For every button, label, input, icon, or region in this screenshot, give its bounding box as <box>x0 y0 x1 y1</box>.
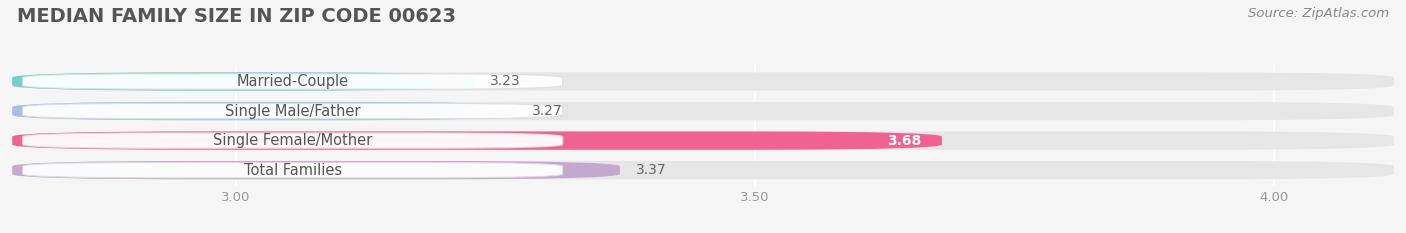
Text: Total Families: Total Families <box>243 163 342 178</box>
FancyBboxPatch shape <box>13 131 1393 150</box>
FancyBboxPatch shape <box>22 162 562 178</box>
FancyBboxPatch shape <box>22 103 562 119</box>
Text: 3.27: 3.27 <box>531 104 562 118</box>
FancyBboxPatch shape <box>13 102 1393 120</box>
Text: 3.68: 3.68 <box>887 134 921 147</box>
FancyBboxPatch shape <box>13 161 1393 179</box>
Text: 3.37: 3.37 <box>636 163 666 177</box>
Text: Single Male/Father: Single Male/Father <box>225 103 360 119</box>
FancyBboxPatch shape <box>13 131 942 150</box>
FancyBboxPatch shape <box>13 102 516 120</box>
FancyBboxPatch shape <box>13 72 1393 91</box>
Text: MEDIAN FAMILY SIZE IN ZIP CODE 00623: MEDIAN FAMILY SIZE IN ZIP CODE 00623 <box>17 7 456 26</box>
Text: 3.23: 3.23 <box>491 75 520 89</box>
Text: Married-Couple: Married-Couple <box>236 74 349 89</box>
Text: Source: ZipAtlas.com: Source: ZipAtlas.com <box>1249 7 1389 20</box>
FancyBboxPatch shape <box>13 72 474 91</box>
FancyBboxPatch shape <box>22 133 562 148</box>
FancyBboxPatch shape <box>13 161 620 179</box>
FancyBboxPatch shape <box>22 74 562 89</box>
Text: Single Female/Mother: Single Female/Mother <box>214 133 373 148</box>
